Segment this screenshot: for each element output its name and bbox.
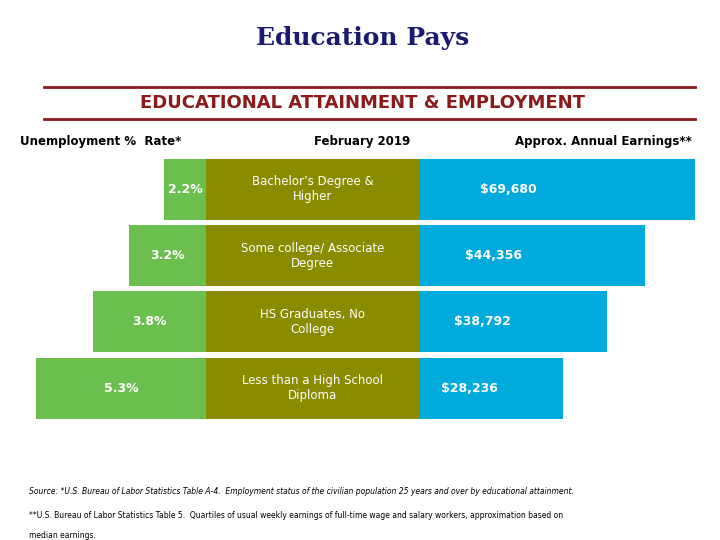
Polygon shape — [93, 292, 207, 352]
Polygon shape — [37, 357, 207, 418]
Text: EDUCATIONAL ATTAINMENT & EMPLOYMENT: EDUCATIONAL ATTAINMENT & EMPLOYMENT — [140, 94, 585, 112]
Text: 3.2%: 3.2% — [150, 249, 185, 262]
Polygon shape — [164, 159, 207, 220]
Text: February 2019: February 2019 — [314, 135, 410, 148]
Text: Bachelor’s Degree &
Higher: Bachelor’s Degree & Higher — [252, 176, 374, 204]
Text: $38,792: $38,792 — [454, 315, 510, 328]
Text: 2.2%: 2.2% — [168, 183, 202, 196]
Text: $44,356: $44,356 — [465, 249, 523, 262]
Polygon shape — [207, 357, 419, 418]
Text: Source: *U.S. Bureau of Labor Statistics Table A-4.  Employment status of the ci: Source: *U.S. Bureau of Labor Statistics… — [30, 488, 575, 496]
Text: Education Pays: Education Pays — [256, 26, 469, 50]
Polygon shape — [419, 357, 562, 418]
Polygon shape — [419, 159, 695, 220]
Text: HS Graduates, No
College: HS Graduates, No College — [260, 308, 365, 336]
Text: 5.3%: 5.3% — [104, 382, 139, 395]
Polygon shape — [419, 292, 607, 352]
Text: 3.8%: 3.8% — [132, 315, 167, 328]
Text: median earnings.: median earnings. — [30, 531, 96, 540]
Text: Approx. Annual Earnings**: Approx. Annual Earnings** — [515, 135, 691, 148]
Text: $69,680: $69,680 — [480, 183, 537, 196]
Text: Unemployment %  Rate*: Unemployment % Rate* — [19, 135, 181, 148]
Polygon shape — [129, 225, 207, 286]
Text: **U.S. Bureau of Labor Statistics Table 5.  Quartiles of usual weekly earnings o: **U.S. Bureau of Labor Statistics Table … — [30, 511, 564, 520]
Polygon shape — [419, 225, 645, 286]
Polygon shape — [207, 292, 419, 352]
Text: Some college/ Associate
Degree: Some college/ Associate Degree — [241, 241, 384, 269]
Polygon shape — [207, 225, 419, 286]
Text: Less than a High School
Diploma: Less than a High School Diploma — [242, 374, 383, 402]
Text: $28,236: $28,236 — [441, 382, 498, 395]
Polygon shape — [207, 159, 419, 220]
